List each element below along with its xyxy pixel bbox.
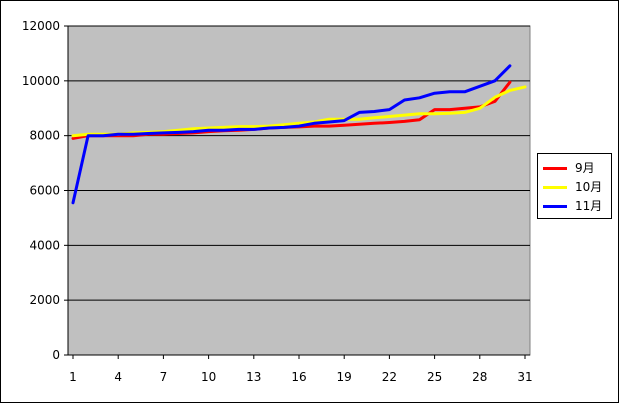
x-tick-label: 19 bbox=[337, 370, 352, 384]
legend-swatch-nov bbox=[543, 205, 567, 208]
legend-label-nov: 11月 bbox=[575, 199, 603, 213]
x-tick-label: 4 bbox=[114, 370, 122, 384]
y-tick-label: 0 bbox=[52, 348, 60, 362]
y-tick-label: 2000 bbox=[29, 293, 60, 307]
x-tick-label: 13 bbox=[246, 370, 261, 384]
x-tick-label: 16 bbox=[291, 370, 306, 384]
x-tick-label: 1 bbox=[69, 370, 77, 384]
x-tick-label: 10 bbox=[201, 370, 216, 384]
series-line-3 bbox=[71, 64, 512, 205]
x-tick-label: 31 bbox=[517, 370, 532, 384]
x-tick-label: 7 bbox=[160, 370, 168, 384]
y-tick-label: 8000 bbox=[29, 129, 60, 143]
y-tick-label: 10000 bbox=[22, 74, 60, 88]
y-tick-label: 12000 bbox=[22, 19, 60, 33]
legend: 9月 10月 11月 bbox=[537, 153, 612, 219]
legend-swatch-sep bbox=[543, 167, 567, 170]
legend-swatch-oct bbox=[543, 186, 567, 189]
y-tick-label: 6000 bbox=[29, 184, 60, 198]
x-tick-label: 25 bbox=[427, 370, 442, 384]
x-tick-label: 28 bbox=[472, 370, 487, 384]
y-tick-label: 4000 bbox=[29, 238, 60, 252]
legend-item-sep: 9月 bbox=[543, 160, 609, 176]
legend-label-oct: 10月 bbox=[575, 180, 603, 194]
x-tick-label: 22 bbox=[382, 370, 397, 384]
legend-item-oct: 10月 bbox=[543, 179, 609, 195]
legend-label-sep: 9月 bbox=[575, 161, 595, 175]
legend-item-nov: 11月 bbox=[543, 198, 609, 214]
